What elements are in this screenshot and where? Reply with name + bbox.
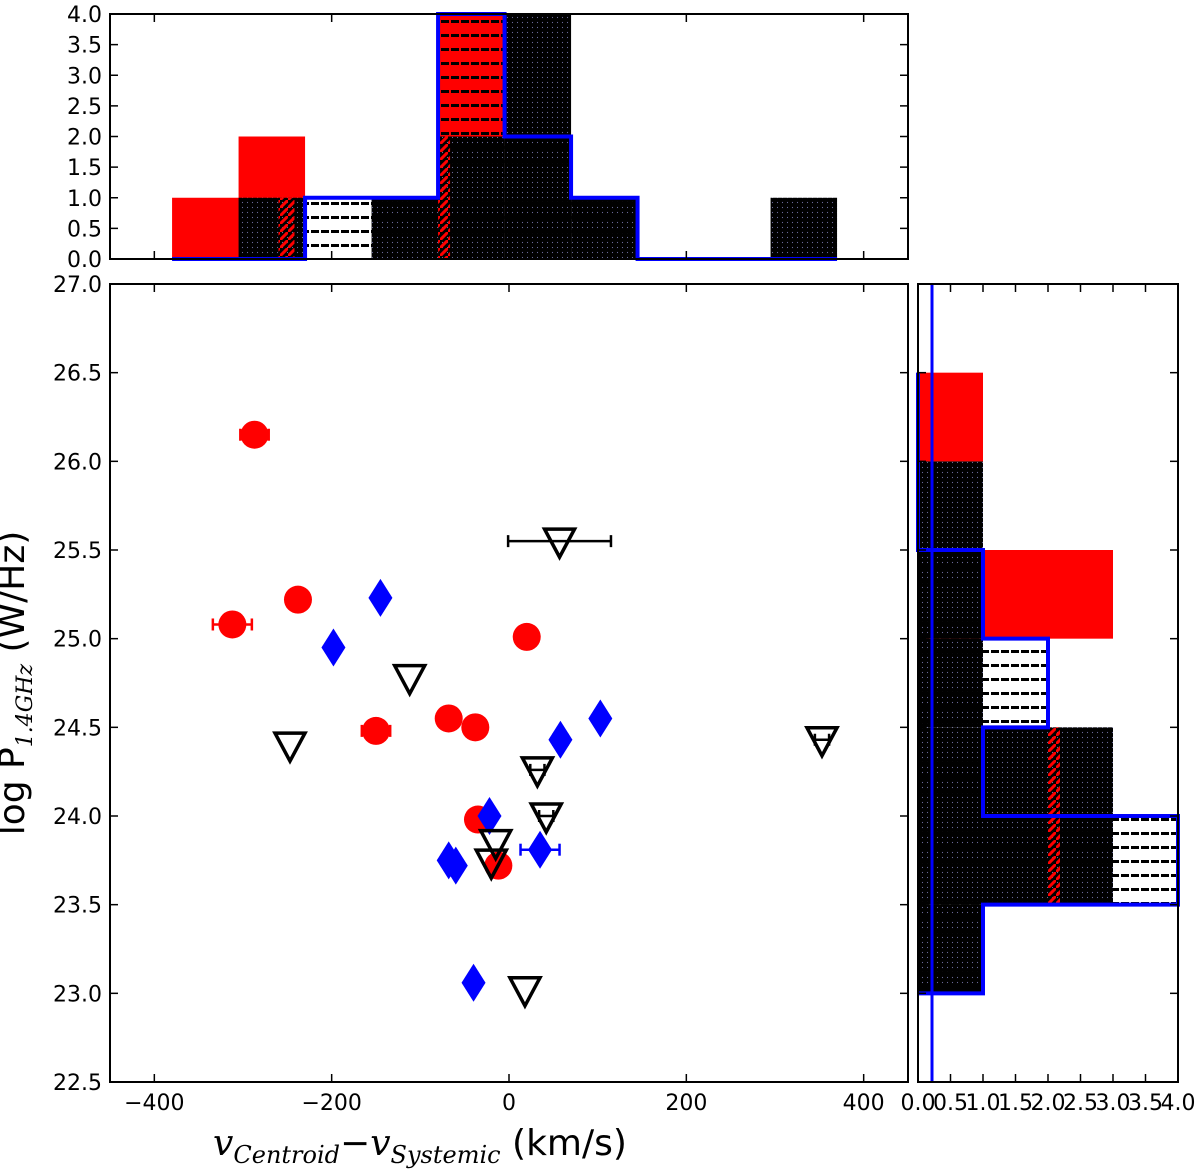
black-triangle-point	[473, 848, 510, 882]
top-y-tick-label: 3.5	[67, 34, 102, 59]
right-histogram-bars	[916, 284, 1180, 1082]
blue-diamond-point	[461, 963, 486, 1002]
black-triangle-point	[541, 527, 578, 561]
y-tick-label: 24.5	[53, 716, 102, 741]
x-axis-label: vCentroid−vSystemic (km/s)	[213, 1123, 627, 1169]
x-tick-label: 0	[502, 1091, 516, 1116]
right-x-tick-label: 3.5	[1128, 1091, 1163, 1116]
y-tick-label: 25.0	[53, 628, 102, 653]
x-tick-label: −400	[124, 1091, 184, 1116]
blue-diamond-point	[477, 797, 502, 835]
right-x-tick-label: 2.5	[1063, 1091, 1098, 1116]
top-y-tick-label: 0.0	[67, 248, 102, 273]
top-y-tick-label: 0.5	[67, 217, 102, 242]
top-histogram-bars	[172, 12, 838, 261]
top-red-bar	[172, 197, 239, 259]
right-blue-hatch	[918, 550, 983, 639]
right-red-bar	[918, 372, 983, 462]
black-triangle-point	[528, 802, 565, 836]
blue-diamond-point	[588, 699, 613, 738]
blue-diamond-point	[528, 830, 553, 869]
red-circle-point	[434, 704, 463, 733]
y-tick-label: 27.0	[53, 273, 102, 298]
y-tick-label: 22.5	[53, 1071, 102, 1096]
right-blue-outline	[916, 372, 1180, 996]
y-tick-label: 25.5	[53, 539, 102, 564]
right-blue-hatch	[918, 638, 1048, 728]
blue-diamond-point	[548, 720, 573, 759]
red-circle-point	[461, 713, 490, 742]
y-axis-label: log P1.4GHz (W/Hz)	[0, 531, 38, 836]
right-x-tick-label: 2.0	[1031, 1091, 1066, 1116]
right-x-tick-label: 3.0	[1096, 1091, 1131, 1116]
blue-diamond-point	[443, 846, 468, 885]
y-tick-label: 24.0	[53, 805, 102, 830]
x-tick-label: 400	[843, 1091, 885, 1116]
red-circle-point	[512, 622, 541, 651]
black-triangle-point	[272, 731, 308, 765]
top-y-tick-label: 4.0	[67, 3, 102, 28]
right-blue-hatch	[918, 727, 983, 816]
x-tick-label: 200	[665, 1091, 707, 1116]
top-y-tick-label: 2.0	[67, 126, 102, 151]
top-red-hatch	[278, 197, 295, 259]
right-x-tick-label: 1.5	[998, 1091, 1033, 1116]
y-tick-label: 26.5	[53, 362, 102, 387]
main-axes-frame	[109, 283, 909, 1083]
top-blue-hatch	[571, 197, 638, 259]
top-black-bar	[238, 197, 306, 259]
red-circle-point	[218, 610, 247, 639]
black-triangle-point	[507, 976, 543, 1010]
red-circle-point	[283, 585, 312, 614]
x-tick-label: −200	[301, 1091, 361, 1116]
top-y-tick-label: 1.0	[67, 187, 102, 212]
right-black-bar	[918, 461, 983, 550]
top-y-tick-label: 3.0	[67, 64, 102, 89]
top-y-tick-label: 1.5	[67, 156, 102, 181]
top-red-hatch	[438, 136, 451, 259]
black-triangle-point	[391, 663, 428, 698]
right-blue-hatch	[918, 904, 983, 994]
black-triangle-point	[804, 725, 840, 760]
axis-ticks: −400 −200 0 200 400 22.5 23.0 23.5 24.0 24.5 25.0 2…	[53, 3, 1195, 1116]
right-x-tick-label: 4.0	[1161, 1091, 1196, 1116]
right-x-tick-label: 0.5	[933, 1091, 968, 1116]
right-x-tick-label: 0.0	[901, 1091, 936, 1116]
right-x-tick-label: 1.0	[966, 1091, 1001, 1116]
top-y-tick-label: 2.5	[67, 95, 102, 120]
blue-diamond-point	[321, 628, 346, 667]
scatter-points	[211, 420, 840, 1010]
top-black-bar	[770, 197, 838, 259]
top-blue-hatch	[371, 197, 439, 259]
y-tick-label: 23.5	[53, 894, 102, 919]
blue-diamond-point	[368, 578, 393, 617]
black-triangle-point	[477, 828, 514, 863]
y-tick-label: 23.0	[53, 982, 102, 1007]
red-circle-point	[240, 420, 269, 449]
black-triangle-point	[519, 756, 556, 790]
y-tick-label: 26.0	[53, 450, 102, 475]
top-blue-hatch	[504, 136, 572, 259]
red-circle-point	[362, 716, 390, 745]
top-blue-hatch	[305, 197, 372, 259]
